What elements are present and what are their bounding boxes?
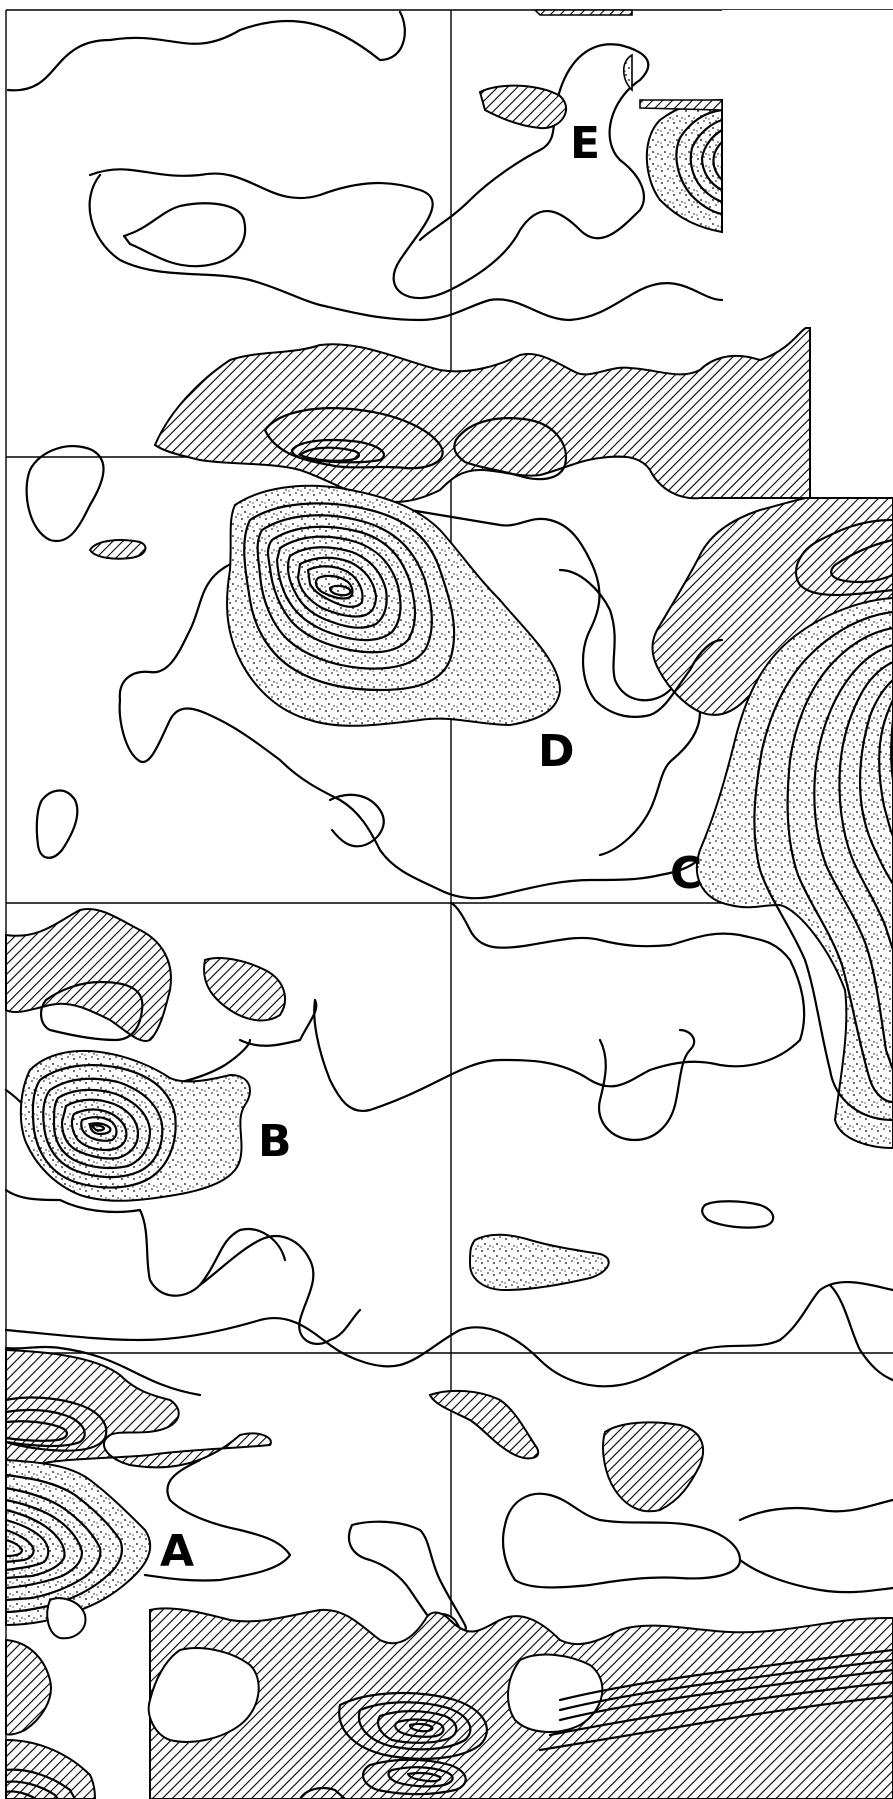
hatched-band-de	[153, 327, 811, 503]
label-a: A	[160, 1526, 194, 1577]
region-e-contours	[6, 9, 724, 322]
blank-region	[632, 10, 893, 498]
label-d: D	[538, 726, 575, 777]
label-c: C	[670, 848, 702, 899]
label-e: E	[570, 118, 600, 169]
region-a-contours	[4, 1281, 893, 1638]
region-labels: E D C B A	[160, 118, 702, 1577]
label-b: B	[258, 1116, 292, 1167]
peak-a	[4, 1458, 152, 1627]
hatched-band-bottom	[4, 1597, 893, 1799]
peak-d	[226, 484, 562, 727]
peak-c	[695, 596, 893, 1150]
region-b-contours	[4, 901, 806, 1346]
peak-b	[19, 1049, 610, 1292]
region-d-contours	[25, 445, 724, 900]
